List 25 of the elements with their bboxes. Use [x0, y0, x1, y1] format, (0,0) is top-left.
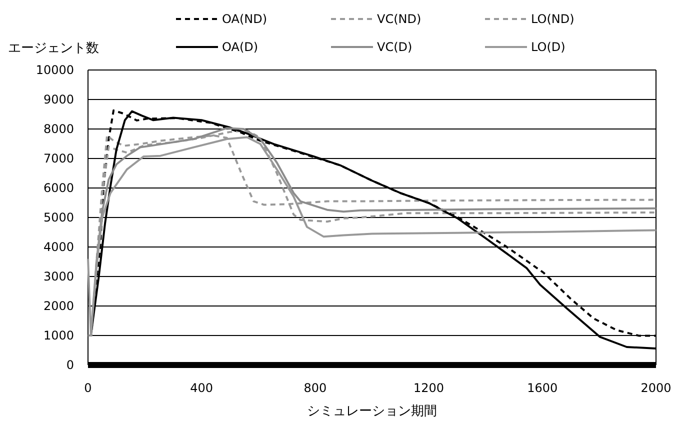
y-tick-label: 6000 — [43, 181, 74, 195]
legend-label: VC(D) — [377, 40, 412, 54]
legend-label: LO(D) — [531, 40, 566, 54]
x-tick-label: 400 — [190, 381, 214, 395]
x-axis-title: シミュレーション期間 — [307, 404, 437, 419]
legend-label: OA(D) — [222, 40, 258, 54]
x-tick-label: 0 — [84, 381, 92, 395]
y-tick-label: 9000 — [43, 92, 74, 106]
x-tick-label: 800 — [304, 381, 327, 395]
y-tick-label: 7000 — [43, 152, 74, 166]
y-tick-label: 5000 — [43, 210, 74, 224]
legend-label: LO(ND) — [531, 12, 574, 26]
y-tick-label: 2000 — [43, 299, 74, 313]
legend-label: VC(ND) — [377, 12, 422, 26]
y-tick-label: 0 — [66, 358, 74, 372]
y-tick-label: 8000 — [43, 122, 74, 136]
y-tick-label: 4000 — [43, 240, 74, 254]
y-axis-title: エージェント数 — [8, 41, 99, 56]
y-tick-label: 1000 — [43, 328, 74, 342]
x-tick-label: 1600 — [527, 381, 558, 395]
x-tick-label: 2000 — [640, 381, 672, 395]
x-tick-label: 1200 — [414, 381, 444, 395]
y-tick-label: 3000 — [43, 270, 74, 284]
legend-label: OA(ND) — [222, 12, 268, 26]
y-tick-label: 10000 — [36, 63, 74, 77]
